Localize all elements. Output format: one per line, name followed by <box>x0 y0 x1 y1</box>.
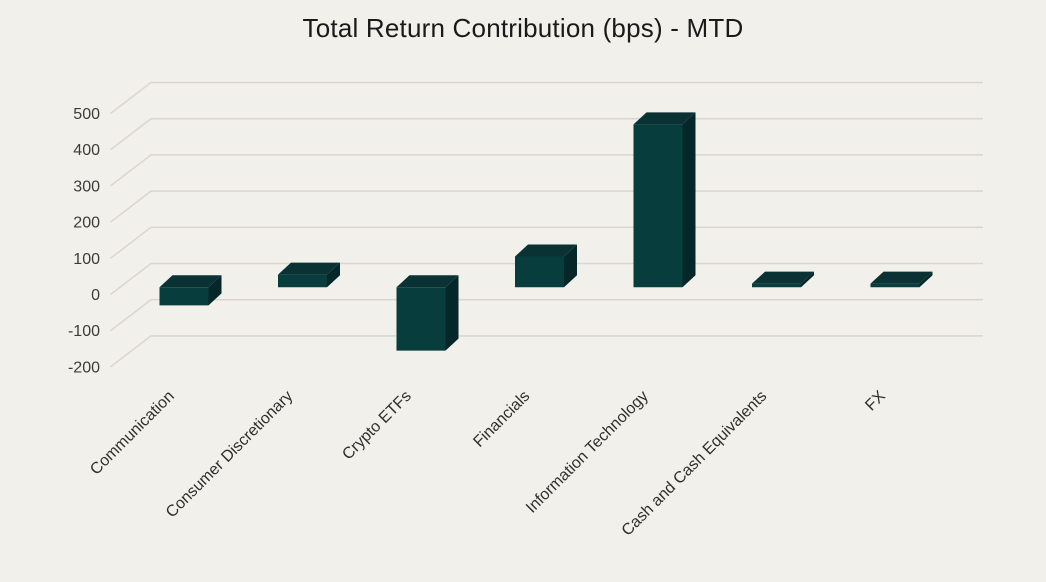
bar-top-face[interactable] <box>870 271 933 284</box>
y-axis-tick-label: -200 <box>68 359 100 376</box>
gridline-0 <box>110 262 983 296</box>
y-axis-tick-label: 100 <box>73 251 100 268</box>
bar-side-face[interactable] <box>327 262 340 288</box>
x-axis-category-label-fx: FX <box>862 388 889 415</box>
gridline-500 <box>110 81 983 115</box>
gridline-100 <box>110 226 983 259</box>
gridline-400 <box>110 117 983 151</box>
bar-communication[interactable] <box>159 275 222 306</box>
y-axis-tick-label: 500 <box>73 106 100 123</box>
x-axis-category-label-information-technology: Information Technology <box>523 388 652 517</box>
bar-front-face[interactable] <box>278 274 327 288</box>
bar-top-face[interactable] <box>159 275 222 288</box>
chart-title: Total Return Contribution (bps) - MTD <box>302 13 744 43</box>
gridline--100 <box>110 298 983 332</box>
y-axis-tick-label: -100 <box>68 323 100 340</box>
y-axis-tick-label: 400 <box>73 142 100 159</box>
bar-top-face[interactable] <box>752 271 814 284</box>
gridline--200 <box>110 335 983 368</box>
y-axis-tick-label: 300 <box>73 178 100 195</box>
bar-side-face[interactable] <box>445 275 459 351</box>
bar-side-face[interactable] <box>919 271 933 288</box>
gridline-200 <box>110 190 983 223</box>
bar-crypto-etfs[interactable] <box>396 275 459 351</box>
bar-front-face[interactable] <box>515 256 564 288</box>
bar-front-face[interactable] <box>752 283 801 288</box>
y-axis-tick-label: 0 <box>91 287 100 304</box>
bar-side-face[interactable] <box>801 271 814 288</box>
x-axis-category-label-financials: Financials <box>470 388 533 451</box>
bar-top-face[interactable] <box>396 275 459 288</box>
bar-side-face[interactable] <box>564 244 577 288</box>
x-axis-category-label-communication: Communication <box>87 388 178 479</box>
bar-consumer-discretionary[interactable] <box>278 262 340 288</box>
bar-top-face[interactable] <box>633 112 696 125</box>
bar-top-face[interactable] <box>515 244 577 257</box>
bar-front-face[interactable] <box>870 283 920 288</box>
bar-front-face[interactable] <box>396 287 446 351</box>
bar-front-face[interactable] <box>633 124 683 288</box>
bar-top-face[interactable] <box>278 262 340 275</box>
bar-side-face[interactable] <box>208 275 222 306</box>
bar-cash-and-cash-equivalents[interactable] <box>752 271 814 288</box>
x-axis-category-label-consumer-discretionary: Consumer Discretionary <box>163 388 296 521</box>
gridline-300 <box>110 154 983 187</box>
y-axis-tick-label: 200 <box>73 215 100 232</box>
bar-front-face[interactable] <box>159 287 209 306</box>
x-axis-category-label-crypto-etfs: Crypto ETFs <box>339 388 415 464</box>
bar-side-face[interactable] <box>682 112 696 288</box>
bar-information-technology[interactable] <box>633 112 696 288</box>
bar-fx[interactable] <box>870 271 933 288</box>
x-axis-category-label-cash-and-cash-equivalents: Cash and Cash Equivalents <box>619 388 771 540</box>
bar-financials[interactable] <box>515 244 577 288</box>
